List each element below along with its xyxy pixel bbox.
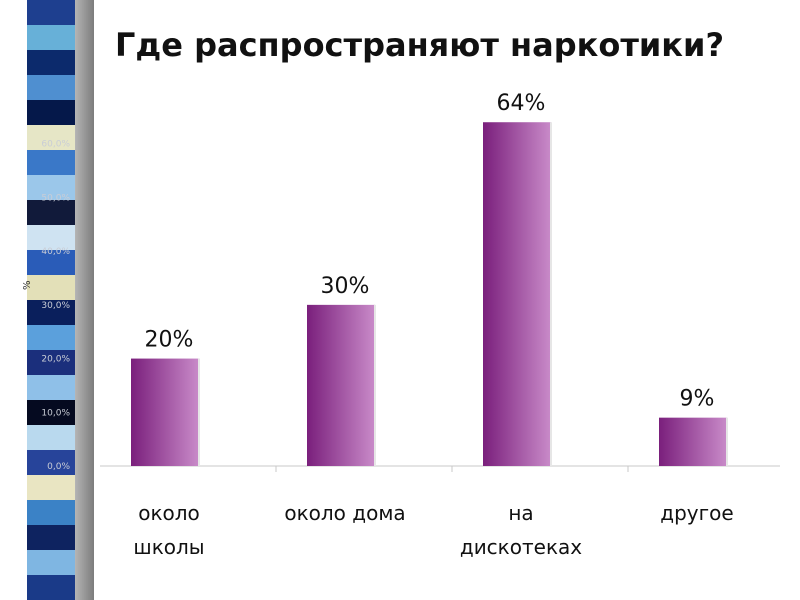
stripe	[27, 200, 75, 225]
stripe	[27, 0, 75, 25]
stripe	[27, 325, 75, 350]
stripe	[27, 350, 75, 375]
bar	[131, 358, 199, 466]
category-label: около	[138, 501, 200, 525]
y-tick-label: 60,0%	[41, 140, 70, 150]
data-label: 9%	[680, 387, 715, 412]
stripe	[27, 300, 75, 325]
stripe	[27, 225, 75, 250]
category-label: школы	[133, 535, 204, 559]
y-tick-label: 30,0%	[41, 301, 70, 311]
stripe	[27, 425, 75, 450]
y-tick-label: 50,0%	[41, 193, 70, 203]
bar	[659, 417, 727, 466]
data-label: 30%	[321, 274, 370, 299]
bar	[307, 304, 375, 466]
stripe	[27, 525, 75, 550]
chart-title: Где распространяют наркотики?	[115, 26, 724, 64]
decorative-gray-band	[75, 0, 94, 600]
stripe	[27, 500, 75, 525]
stripe	[27, 250, 75, 275]
stripe	[27, 575, 75, 600]
category-label: на	[508, 501, 533, 525]
decorative-stripe-bar	[27, 0, 75, 600]
data-label: 64%	[497, 91, 546, 116]
stripe	[27, 400, 75, 425]
stripe	[27, 100, 75, 125]
data-label: 20%	[145, 328, 194, 353]
category-label: другое	[660, 501, 733, 525]
stripe	[27, 450, 75, 475]
y-tick-label: 40,0%	[41, 247, 70, 257]
category-label: около дома	[284, 501, 405, 525]
y-axis-label: %	[22, 280, 33, 290]
stripe	[27, 150, 75, 175]
bar	[483, 122, 551, 466]
stripe	[27, 125, 75, 150]
category-label: дискотеках	[460, 535, 582, 559]
stripe	[27, 375, 75, 400]
stripe	[27, 25, 75, 50]
stripe	[27, 550, 75, 575]
stripe	[27, 275, 75, 300]
stripe	[27, 75, 75, 100]
y-tick-label: 10,0%	[41, 408, 70, 418]
stripe	[27, 475, 75, 500]
stripe	[27, 50, 75, 75]
y-tick-label: 20,0%	[41, 355, 70, 365]
stripe	[27, 175, 75, 200]
y-tick-label: 0,0%	[47, 462, 70, 472]
